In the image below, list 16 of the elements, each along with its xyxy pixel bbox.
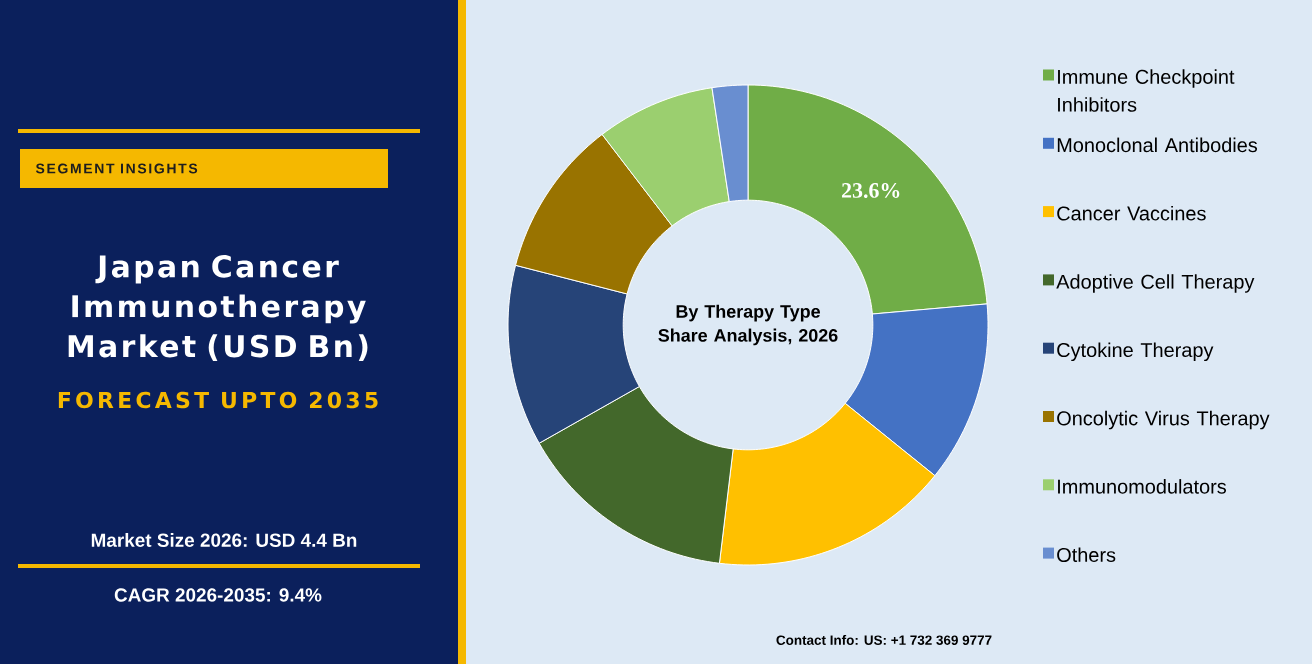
text: FORECAST UPTO 2035 [58, 391, 378, 409]
text: Market Size 2026: USD 4.4 Bn [91, 533, 357, 547]
legend-label: Monoclonal Antibodies [1057, 137, 1258, 153]
text: Japan Cancer Immunotherapy Market (USD Bn) [68, 255, 368, 361]
legend-label: Others [1057, 547, 1116, 563]
legend-label: Immunomodulators [1058, 479, 1227, 494]
text: CAGR 2026-2035: 9.4% [114, 588, 322, 602]
text: Contact Info: US: +1 732 369 9777 [776, 635, 992, 645]
legend-label: Cancer Vaccines [1057, 205, 1206, 221]
data-label: 23.6% [842, 183, 900, 198]
text: By Therapy Type Share Analysis, 2026 [658, 304, 838, 346]
legend-label: Oncolytic Virus Therapy [1057, 410, 1270, 430]
text: SEGMENT INSIGHTS [35, 163, 198, 174]
legend-label: Cytokine Therapy [1057, 342, 1214, 362]
legend-label: Adoptive Cell Therapy [1056, 274, 1255, 293]
legend-label: Immune Checkpoint Inhibitors [1058, 69, 1235, 112]
